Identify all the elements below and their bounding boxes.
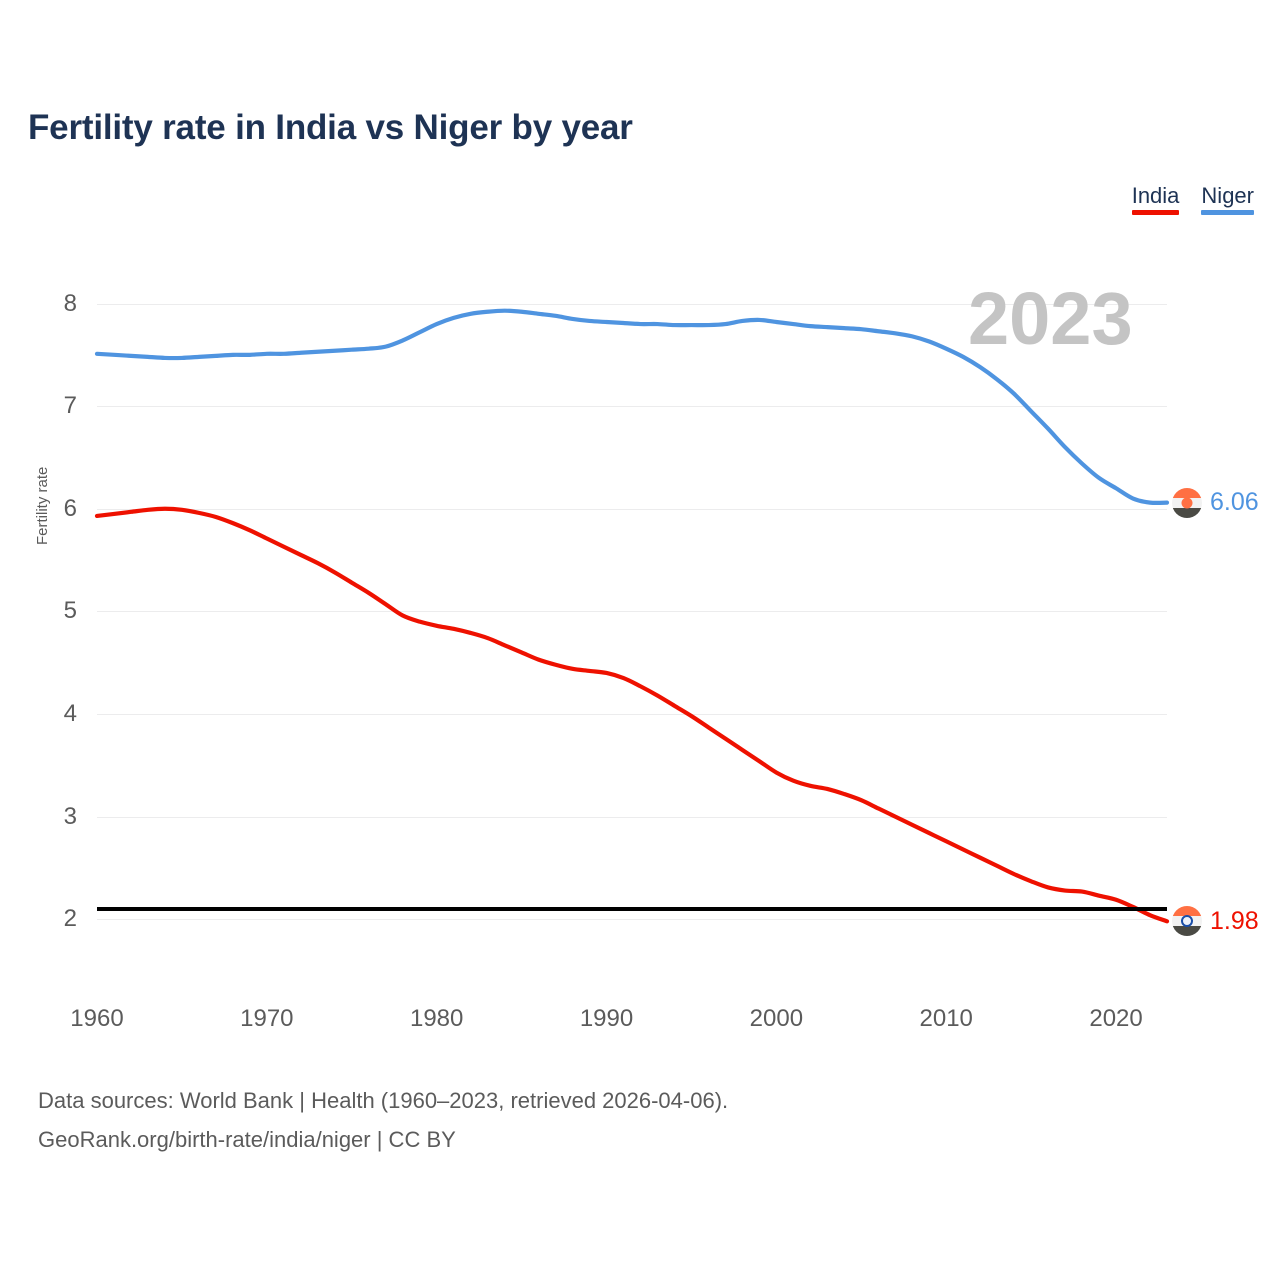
footer-line-license[interactable]: GeoRank.org/birth-rate/india/niger | CC … [38,1126,456,1152]
gridline [97,816,1167,818]
plot-area [97,283,1167,948]
year-watermark: 2023 [968,277,1133,360]
x-tick-label: 1960 [70,1005,124,1032]
y-tick-label: 2 [63,905,77,933]
endpoint-value-niger: 6.06 [1210,488,1259,517]
y-tick-label: 3 [63,802,77,830]
x-tick-label: 1990 [579,1005,634,1032]
legend-item-india[interactable]: India [1131,183,1180,216]
gridline [97,714,1167,716]
endpoint-india: 1.98 [1172,906,1259,937]
x-tick-label: 2000 [749,1005,804,1032]
y-tick-label: 7 [63,392,77,420]
niger-flag-icon [1172,487,1202,518]
x-axis: 1960 1970 1980 1990 2000 2010 2020 [70,1005,1167,1045]
gridline [97,406,1167,408]
gridline [97,919,1167,921]
endpoint-niger: 6.06 [1172,487,1259,518]
line-series-india [94,506,1170,924]
x-tick-label: 2020 [1089,1005,1143,1032]
legend-swatch-india [1131,210,1180,216]
india-flag-icon [1172,906,1202,937]
legend-item-niger[interactable]: Niger [1201,183,1254,216]
footer-line-sources: Data sources: World Bank | Health (1960–… [38,1088,729,1113]
legend-swatch-niger [1201,210,1254,216]
y-tick-label: 4 [63,700,77,728]
legend-label-india: India [1131,183,1180,208]
line-series-niger [94,308,1170,506]
chart-legend: India Niger [1131,183,1254,216]
x-tick-label: 1980 [409,1005,464,1032]
y-tick-label: 6 [63,494,77,522]
gridline [97,508,1167,510]
footer-attribution: Data sources: World Bank | Health (1960–… [38,1082,728,1159]
x-tick-label: 2010 [919,1005,973,1032]
page-title: Fertility rate in India vs Niger by year [28,108,633,147]
y-axis: 2 3 4 5 6 7 8 [0,283,97,948]
gridline [97,303,1167,305]
ashoka-chakra-icon [1181,915,1193,928]
legend-label-niger: Niger [1201,183,1254,208]
endpoint-value-india: 1.98 [1210,906,1259,935]
gridline [97,611,1167,613]
y-tick-label: 8 [63,289,77,317]
x-tick-label: 1970 [240,1005,294,1032]
y-tick-label: 5 [63,597,77,625]
